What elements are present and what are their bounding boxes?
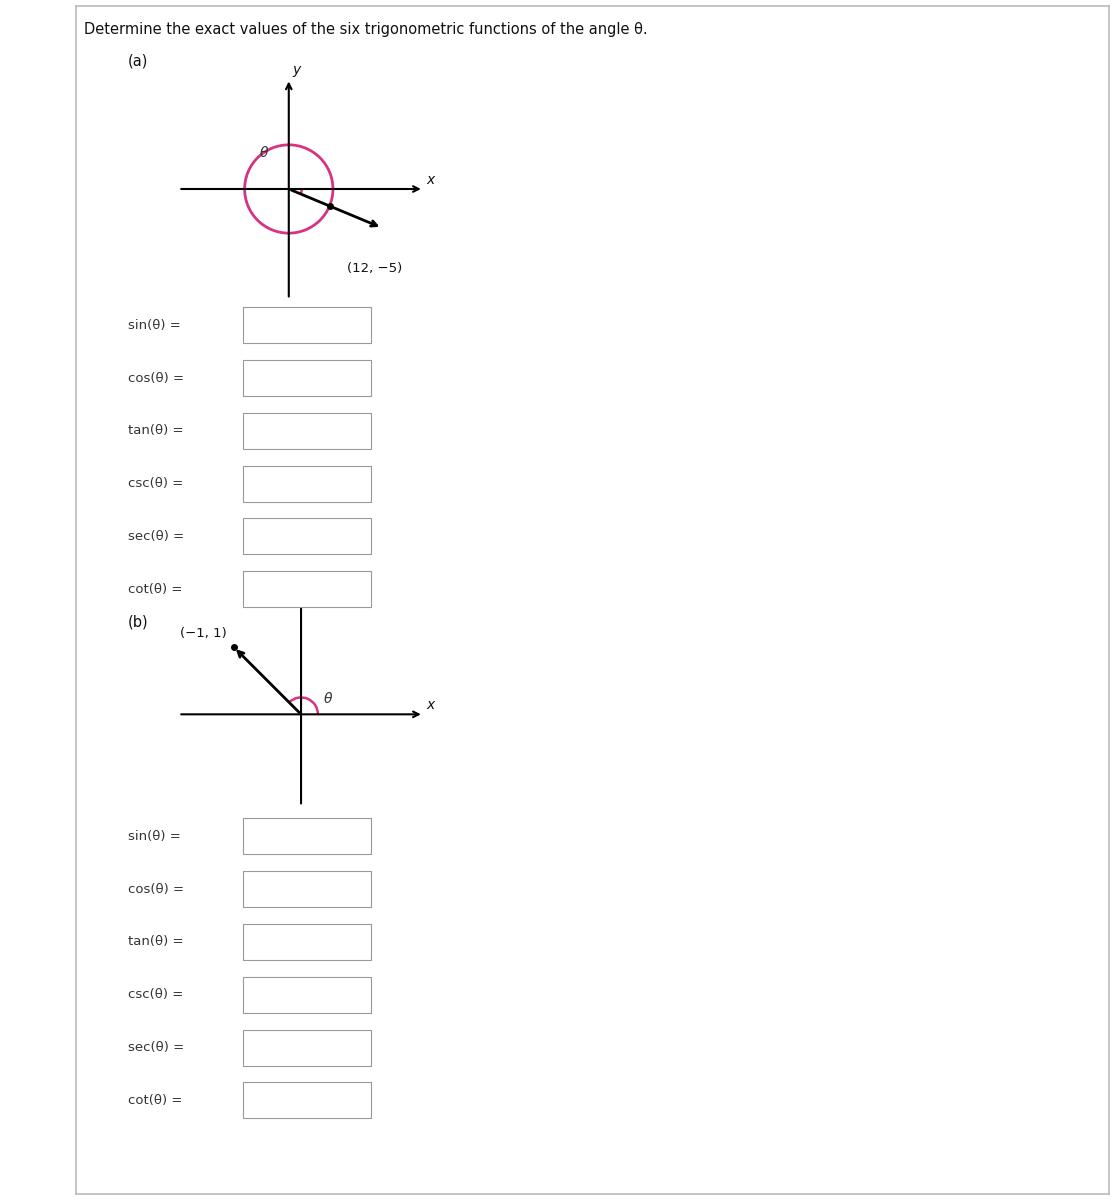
Text: csc(θ) =: csc(θ) = [128,478,184,490]
Text: cos(θ) =: cos(θ) = [128,883,184,895]
Text: (a): (a) [128,54,148,68]
Text: sec(θ) =: sec(θ) = [128,530,184,542]
Text: (−1, 1): (−1, 1) [180,626,226,640]
Text: x: x [427,698,435,712]
Text: y: y [304,575,313,589]
Text: $\theta$: $\theta$ [322,691,332,707]
Text: sin(θ) =: sin(θ) = [128,319,181,331]
Text: tan(θ) =: tan(θ) = [128,936,184,948]
Text: cot(θ) =: cot(θ) = [128,583,183,595]
Text: cos(θ) =: cos(θ) = [128,372,184,384]
Text: sin(θ) =: sin(θ) = [128,830,181,842]
Text: x: x [427,173,435,186]
Text: (12, −5): (12, −5) [347,262,403,275]
Text: y: y [292,64,301,77]
Text: cot(θ) =: cot(θ) = [128,1094,183,1106]
Text: (b): (b) [128,614,148,629]
Text: sec(θ) =: sec(θ) = [128,1042,184,1054]
Text: $\theta$: $\theta$ [260,145,270,160]
Text: csc(θ) =: csc(θ) = [128,989,184,1001]
Text: tan(θ) =: tan(θ) = [128,425,184,437]
Text: Determine the exact values of the six trigonometric functions of the angle θ.: Determine the exact values of the six tr… [84,22,647,36]
